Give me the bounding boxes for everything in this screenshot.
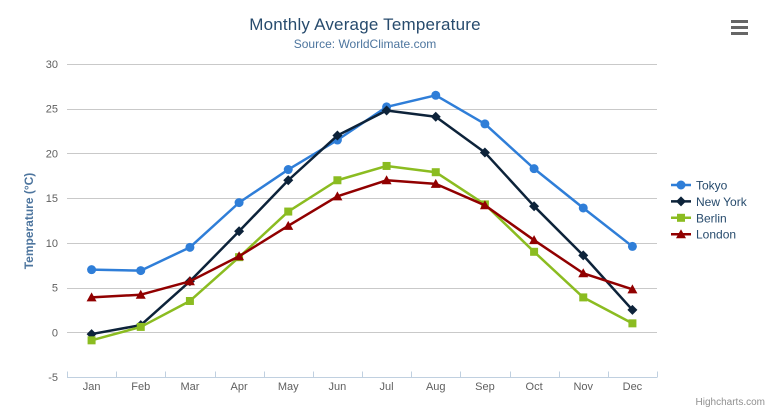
legend-item-new-york[interactable]: New York: [671, 195, 748, 209]
point-london-jan[interactable]: [86, 292, 97, 302]
point-london-feb[interactable]: [135, 289, 146, 299]
point-london-nov[interactable]: [578, 268, 589, 278]
x-axis-label-apr: Apr: [231, 381, 248, 393]
x-axis-label-jul: Jul: [380, 381, 394, 393]
point-berlin-may[interactable]: [284, 207, 293, 216]
point-london-mar[interactable]: [184, 276, 195, 286]
point-tokyo-mar[interactable]: [185, 242, 195, 252]
series-line-berlin[interactable]: [90, 164, 634, 342]
point-berlin-jul[interactable]: [382, 161, 391, 170]
legend-label: Tokyo: [696, 179, 728, 193]
legend-marker-triangle-icon[interactable]: [676, 229, 686, 239]
point-new-york-oct[interactable]: [529, 201, 540, 212]
y-axis-label-5: 5: [52, 283, 58, 295]
x-axis-label-dec: Dec: [623, 381, 643, 393]
point-tokyo-jan[interactable]: [87, 265, 97, 275]
point-tokyo-apr[interactable]: [234, 198, 244, 208]
y-axis-label-10: 10: [46, 238, 58, 250]
point-tokyo-aug[interactable]: [431, 90, 441, 100]
point-new-york-jun[interactable]: [332, 130, 343, 141]
series-london: [86, 175, 638, 302]
chart-subtitle: Source: WorldClimate.com: [293, 37, 437, 51]
point-new-york-may[interactable]: [283, 175, 294, 186]
y-axis-title: Temperature (°C): [22, 172, 36, 270]
point-berlin-oct[interactable]: [530, 247, 539, 256]
point-london-jul[interactable]: [381, 175, 392, 185]
x-axis-label-feb: Feb: [131, 381, 150, 393]
point-berlin-jan[interactable]: [87, 336, 96, 345]
point-new-york-sep[interactable]: [479, 147, 490, 158]
y-axis-label-30: 30: [46, 59, 58, 71]
point-berlin-jun[interactable]: [333, 176, 342, 185]
point-tokyo-nov[interactable]: [578, 203, 588, 213]
x-axis-label-sep: Sep: [475, 381, 495, 393]
point-berlin-nov[interactable]: [579, 293, 588, 302]
legend-label: London: [696, 228, 736, 242]
y-axis-label-20: 20: [46, 148, 58, 160]
series-new-york: [86, 105, 638, 340]
series-line-new-york[interactable]: [90, 109, 634, 336]
chart-title: Monthly Average Temperature: [249, 15, 481, 34]
export-menu-button[interactable]: [731, 20, 750, 38]
y-axis-label--5: -5: [48, 372, 58, 384]
legend-label: Berlin: [696, 211, 727, 225]
series-line-london[interactable]: [90, 179, 634, 299]
point-tokyo-oct[interactable]: [529, 164, 539, 174]
legend-marker-square-icon[interactable]: [677, 213, 685, 222]
y-axis-label-15: 15: [46, 193, 58, 205]
legend-item-london[interactable]: London: [671, 228, 736, 242]
point-london-apr[interactable]: [234, 251, 245, 261]
x-axis-label-nov: Nov: [573, 381, 593, 393]
series-tokyo: [87, 90, 637, 276]
point-berlin-dec[interactable]: [628, 319, 637, 328]
x-axis-label-may: May: [278, 381, 299, 393]
point-new-york-nov[interactable]: [578, 250, 589, 261]
x-axis-label-mar: Mar: [180, 381, 199, 393]
legend-label: New York: [696, 195, 748, 209]
point-new-york-aug[interactable]: [430, 111, 441, 122]
series-line-tokyo[interactable]: [90, 94, 634, 272]
point-new-york-apr[interactable]: [234, 226, 245, 237]
point-new-york-jul[interactable]: [381, 105, 392, 116]
x-axis-label-jun: Jun: [329, 381, 347, 393]
legend: Tokyo New York Berlin London: [671, 179, 748, 242]
point-london-jun[interactable]: [332, 191, 343, 201]
point-london-dec[interactable]: [627, 284, 638, 294]
point-london-aug[interactable]: [430, 178, 441, 188]
point-berlin-aug[interactable]: [431, 168, 440, 177]
point-tokyo-feb[interactable]: [136, 266, 146, 276]
x-axis-label-oct: Oct: [526, 381, 543, 393]
point-london-may[interactable]: [283, 220, 294, 230]
highcharts-credit-link[interactable]: Highcharts.com: [695, 397, 765, 408]
point-tokyo-may[interactable]: [283, 165, 293, 175]
legend-marker-circle-icon[interactable]: [676, 180, 686, 190]
y-axis-label-0: 0: [52, 327, 58, 339]
x-axis-label-aug: Aug: [426, 381, 446, 393]
point-berlin-mar[interactable]: [185, 296, 194, 305]
legend-marker-diamond-icon[interactable]: [676, 196, 686, 207]
y-axis-label-25: 25: [46, 104, 58, 116]
point-new-york-dec[interactable]: [627, 304, 638, 315]
point-tokyo-dec[interactable]: [627, 241, 637, 251]
point-berlin-feb[interactable]: [136, 322, 145, 331]
hamburger-menu-icon: [731, 20, 750, 35]
x-axis-label-jan: Jan: [83, 381, 101, 393]
point-london-oct[interactable]: [529, 235, 540, 245]
point-london-sep[interactable]: [479, 200, 490, 210]
point-tokyo-sep[interactable]: [480, 119, 490, 129]
legend-item-tokyo[interactable]: Tokyo: [671, 179, 728, 193]
legend-item-berlin[interactable]: Berlin: [671, 211, 727, 225]
